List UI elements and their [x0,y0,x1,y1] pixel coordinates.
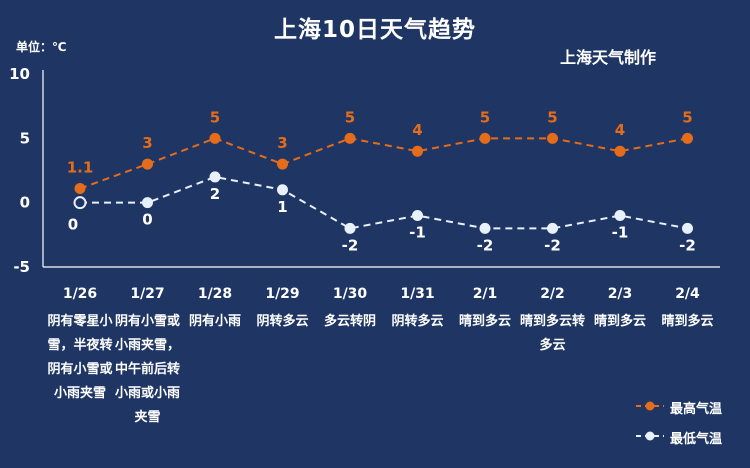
weather-condition: 晴到多云 [458,314,511,329]
weather-condition: 阴有零星小雪，半夜转阴有小雪或小雨夹雪 [47,314,113,401]
weather-condition: 晴到多云 [661,314,714,329]
low-point [142,197,153,209]
y-tick-label: 10 [9,65,30,83]
weather-condition: 阴转多云 [391,314,444,329]
weather-condition: 阴有小雪或小雨夹雪，中午前后转小雨或小雨夹雪 [114,314,180,425]
high-data-label: 5 [210,108,220,126]
high-point [614,145,626,157]
unit-label: 单位：℃ [16,40,67,54]
weather-condition: 晴到多云转多云 [519,314,585,353]
x-tick-label: 2/2 [540,286,565,302]
high-data-label: 4 [615,121,625,139]
high-point [142,158,153,170]
high-point [277,158,288,170]
x-tick-label: 2/1 [473,286,498,302]
high-point [74,183,86,195]
low-point [344,222,356,234]
legend-high-label: 最高气温 [670,402,723,417]
low-data-label: -2 [679,236,696,254]
low-data-label: -1 [409,224,426,242]
high-data-label: 5 [480,108,490,126]
x-tick-label: 1/31 [400,286,434,302]
high-data-label: 1.1 [67,159,94,177]
low-data-label: -2 [342,236,359,254]
chart-subtitle: 上海天气制作 [560,48,657,67]
series-high-line [79,137,688,190]
high-data-label: 4 [412,121,422,139]
series-low-line [80,175,688,230]
x-tick-label: 1/30 [333,286,368,302]
high-point [344,132,356,144]
high-data-label: 3 [277,134,287,152]
low-data-label: 2 [210,185,220,203]
legend-low-marker [645,431,655,441]
low-point [547,222,558,234]
low-point [73,196,87,210]
high-point [209,132,221,144]
weather-condition: 晴到多云 [593,314,646,329]
high-data-label: 5 [682,108,692,126]
low-point [277,184,288,196]
y-tick-label: 0 [20,194,30,212]
legend-high-marker [645,401,655,411]
high-data-label: 5 [345,108,355,126]
high-point [479,132,491,144]
y-tick-label: -5 [13,258,30,276]
low-point [479,222,491,234]
low-data-label: 0 [68,216,78,234]
x-tick-label: 1/28 [198,286,232,302]
weather-condition: 多云转阴 [323,314,376,329]
high-point [547,132,558,144]
y-tick-label: 5 [20,129,30,147]
low-point [614,210,626,222]
low-data-label: -1 [612,224,629,242]
high-data-label: 3 [142,134,152,152]
low-point [682,222,693,234]
high-data-label: 5 [547,108,557,126]
x-tick-label: 2/3 [608,286,633,302]
x-tick-label: 1/29 [265,286,299,302]
high-point [682,132,693,144]
chart-title: 上海10日天气趋势 [273,17,476,43]
x-tick-label: 1/27 [130,286,164,302]
low-data-label: 0 [142,211,152,229]
low-data-label: 1 [277,198,287,216]
weather-condition: 阴有小雨 [188,314,241,329]
high-point [412,145,423,157]
x-tick-label: 2/4 [675,286,700,302]
low-point [412,210,423,222]
weather-condition: 阴转多云 [256,314,309,329]
x-tick-label: 1/26 [63,286,97,302]
legend-low-label: 最低气温 [670,432,723,447]
low-point [209,171,221,183]
low-data-label: -2 [544,236,561,254]
low-data-label: -2 [477,236,494,254]
